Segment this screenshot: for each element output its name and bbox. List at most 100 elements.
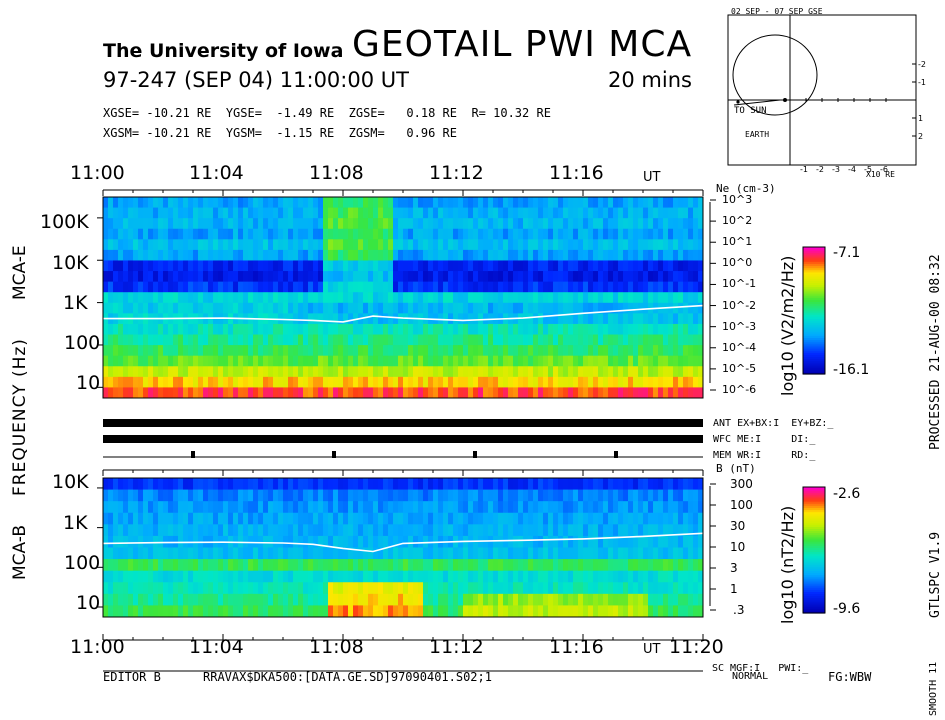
mcae-cell [148,292,154,304]
mcab-cell [443,489,449,502]
mcab-cell [458,547,464,560]
mcab-cell [648,524,654,537]
mcae-cell [538,197,544,209]
mcab-cell [348,478,354,491]
mcab-cell [338,547,344,560]
mcae-cell [483,387,489,399]
mcae-cell [178,239,184,251]
mcae-cell [148,271,154,283]
colorbar-b-segment [803,577,825,580]
mcae-cell [128,281,134,293]
mcae-cell [418,281,424,293]
mcae-cell [348,239,354,251]
mcab-cell [508,593,514,606]
mcab-cell [453,489,459,502]
mcab-cell [158,512,164,525]
mcab-cell [688,478,694,491]
mcab-cell [628,489,634,502]
mcab-cell [533,582,539,595]
mcab-cell [308,559,314,572]
mcae-cell [558,207,564,219]
mcae-cell [388,302,394,314]
mcae-cell [533,366,539,378]
mcae-cell [213,281,219,293]
mcae-cell [163,239,169,251]
mcab-cell [258,501,264,514]
mcae-cell [673,271,679,283]
mcab-cell [578,512,584,525]
mcae-cell [108,292,114,304]
mcae-cell [678,218,684,230]
mcab-cell [158,605,164,618]
mcae-cell [513,260,519,272]
mcab-cell [443,582,449,595]
mcab-cell [243,512,249,525]
mcae-cell [603,345,609,357]
mcae-cell [513,387,519,399]
mcae-cell [468,197,474,209]
mcae-cell [568,355,574,367]
mcab-cell [508,489,514,502]
mcab-cell [268,547,274,560]
mcae-cell [423,239,429,251]
mcae-cell [573,281,579,293]
mcab-cell [523,512,529,525]
mcab-cell [568,501,574,514]
mcae-cell [253,334,259,346]
mcab-cell [213,593,219,606]
mcab-cell [468,489,474,502]
mcab-cell [488,501,494,514]
mcab-cell [628,501,634,514]
mcab-cell [573,559,579,572]
mcab-cell [143,489,149,502]
mcab-cell [433,547,439,560]
mcae-cell [393,239,399,251]
mcae-cell [123,366,129,378]
mcae-cell [128,376,134,388]
mcab-cell [378,605,384,618]
mcae-cell [108,260,114,272]
mcae-cell [433,197,439,209]
mcae-cell [543,345,549,357]
mcab-cell [463,570,469,583]
colorbar-e-segment [803,259,825,263]
mcab-cell [418,512,424,525]
mcae-cell [698,292,704,304]
mcae-cell [218,366,224,378]
mcae-cell [618,292,624,304]
colorbar-b-segment [803,583,825,587]
mcae-cell [293,302,299,314]
mcab-cell [418,559,424,572]
mcae-cell [643,207,649,219]
mcae-cell [538,376,544,388]
colorbar-e-segment [803,331,825,335]
mcae-cell [263,281,269,293]
mcae-cell [688,292,694,304]
mcab-cell [493,593,499,606]
mcab-cell [233,582,239,595]
mcab-cell [233,478,239,491]
mcae-cell [128,228,134,240]
mcae-cell [203,249,209,261]
mcab-cell [288,605,294,618]
mcab-cell [528,570,534,583]
mcae-cell [573,323,579,336]
mcab-cell [658,524,664,537]
mcae-cell [178,228,184,240]
colorbar-b-segment [803,552,825,555]
mcae-cell [628,218,634,230]
mcab-cell [103,489,109,502]
mcab-cell [363,501,369,514]
orbit-title: 02 SEP - 07 SEP GSE [731,7,823,16]
mcae-cell [638,207,644,219]
mcae-cell [308,271,314,283]
mcab-cell [248,489,254,502]
mcae-cell [493,271,499,283]
mcae-cell [588,302,594,314]
mcab-cell [413,535,419,548]
mcae-cell [403,281,409,293]
mcae-cell [118,334,124,346]
mcab-cell [288,489,294,502]
mcae-cell [663,313,669,325]
mcae-cell [673,387,679,399]
